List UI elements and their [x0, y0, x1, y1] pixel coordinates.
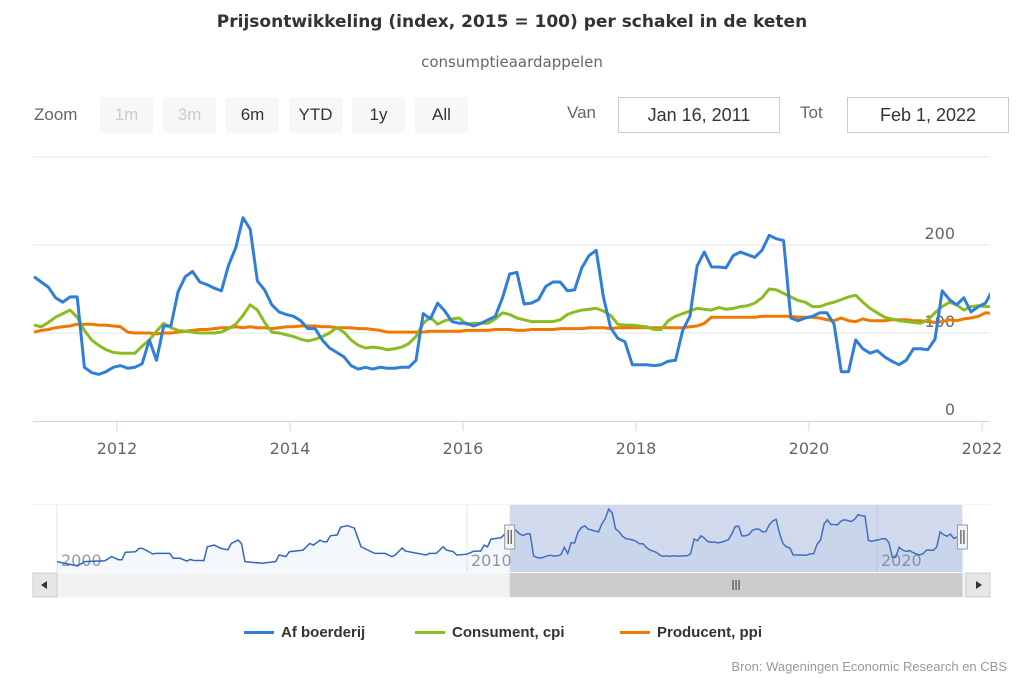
from-date-input[interactable]: Jan 16, 2011: [618, 97, 780, 133]
legend-item-producent-ppi[interactable]: Producent, ppi: [620, 624, 762, 641]
navigator-tick-label: 2010: [471, 551, 512, 570]
navigator-line: [56, 507, 965, 567]
y-tick-label: 200: [924, 224, 955, 243]
zoom-label: Zoom: [34, 105, 78, 124]
series-consument-cpi: [33, 287, 990, 355]
handle-body: [504, 524, 516, 550]
zoom-6m-button[interactable]: 6m: [226, 97, 279, 133]
arrow-right-icon: [976, 581, 982, 589]
x-tick-label: 2020: [789, 439, 830, 458]
x-tick-label: 2022: [962, 439, 1003, 458]
zoom-1y-button[interactable]: 1y: [352, 97, 405, 133]
scrollbar-left-button[interactable]: [32, 572, 58, 598]
chart-title: Prijsontwikkeling (index, 2015 = 100) pe…: [216, 12, 808, 32]
legend-swatch: [415, 631, 445, 634]
y-tick-label: 0: [945, 400, 955, 419]
arrow-left-icon: [41, 581, 47, 589]
legend-item-consument-cpi[interactable]: Consument, cpi: [415, 624, 565, 641]
from-label: Van: [567, 103, 596, 122]
zoom-3m-button[interactable]: 3m: [163, 97, 216, 133]
navigator-left-handle[interactable]: [504, 524, 516, 550]
navigator-selected-range[interactable]: [509, 505, 963, 572]
to-label: Tot: [800, 103, 823, 122]
series-af-boerderij: [33, 216, 990, 376]
x-tick-label: 2012: [97, 439, 138, 458]
x-tick-label: 2014: [270, 439, 311, 458]
legend-label: Producent, ppi: [657, 624, 762, 641]
scrollbar-right-button[interactable]: [965, 572, 991, 598]
zoom-ytd-button[interactable]: YTD: [289, 97, 342, 133]
navigator-tick-label: 2020: [881, 551, 922, 570]
legend-swatch: [244, 631, 274, 634]
legend-item-af-boerderij[interactable]: Af boerderij: [244, 624, 365, 641]
navigator-right-handle[interactable]: [956, 524, 968, 550]
legend-swatch: [620, 631, 650, 634]
legend-label: Af boerderij: [281, 624, 366, 641]
legend-label: Consument, cpi: [452, 624, 565, 641]
credits[interactable]: Bron: Wageningen Economic Research en CB…: [731, 659, 1007, 674]
chart-subtitle: consumptieaardappelen: [421, 53, 603, 71]
series-line: [33, 216, 990, 376]
x-tick-label: 2016: [443, 439, 484, 458]
to-date-input[interactable]: Feb 1, 2022: [847, 97, 1009, 133]
handle-body: [956, 524, 968, 550]
zoom-1m-button[interactable]: 1m: [100, 97, 153, 133]
x-tick-label: 2018: [616, 439, 657, 458]
zoom-all-button[interactable]: All: [415, 97, 468, 133]
scrollbar[interactable]: [32, 572, 991, 598]
series-line: [33, 287, 990, 355]
